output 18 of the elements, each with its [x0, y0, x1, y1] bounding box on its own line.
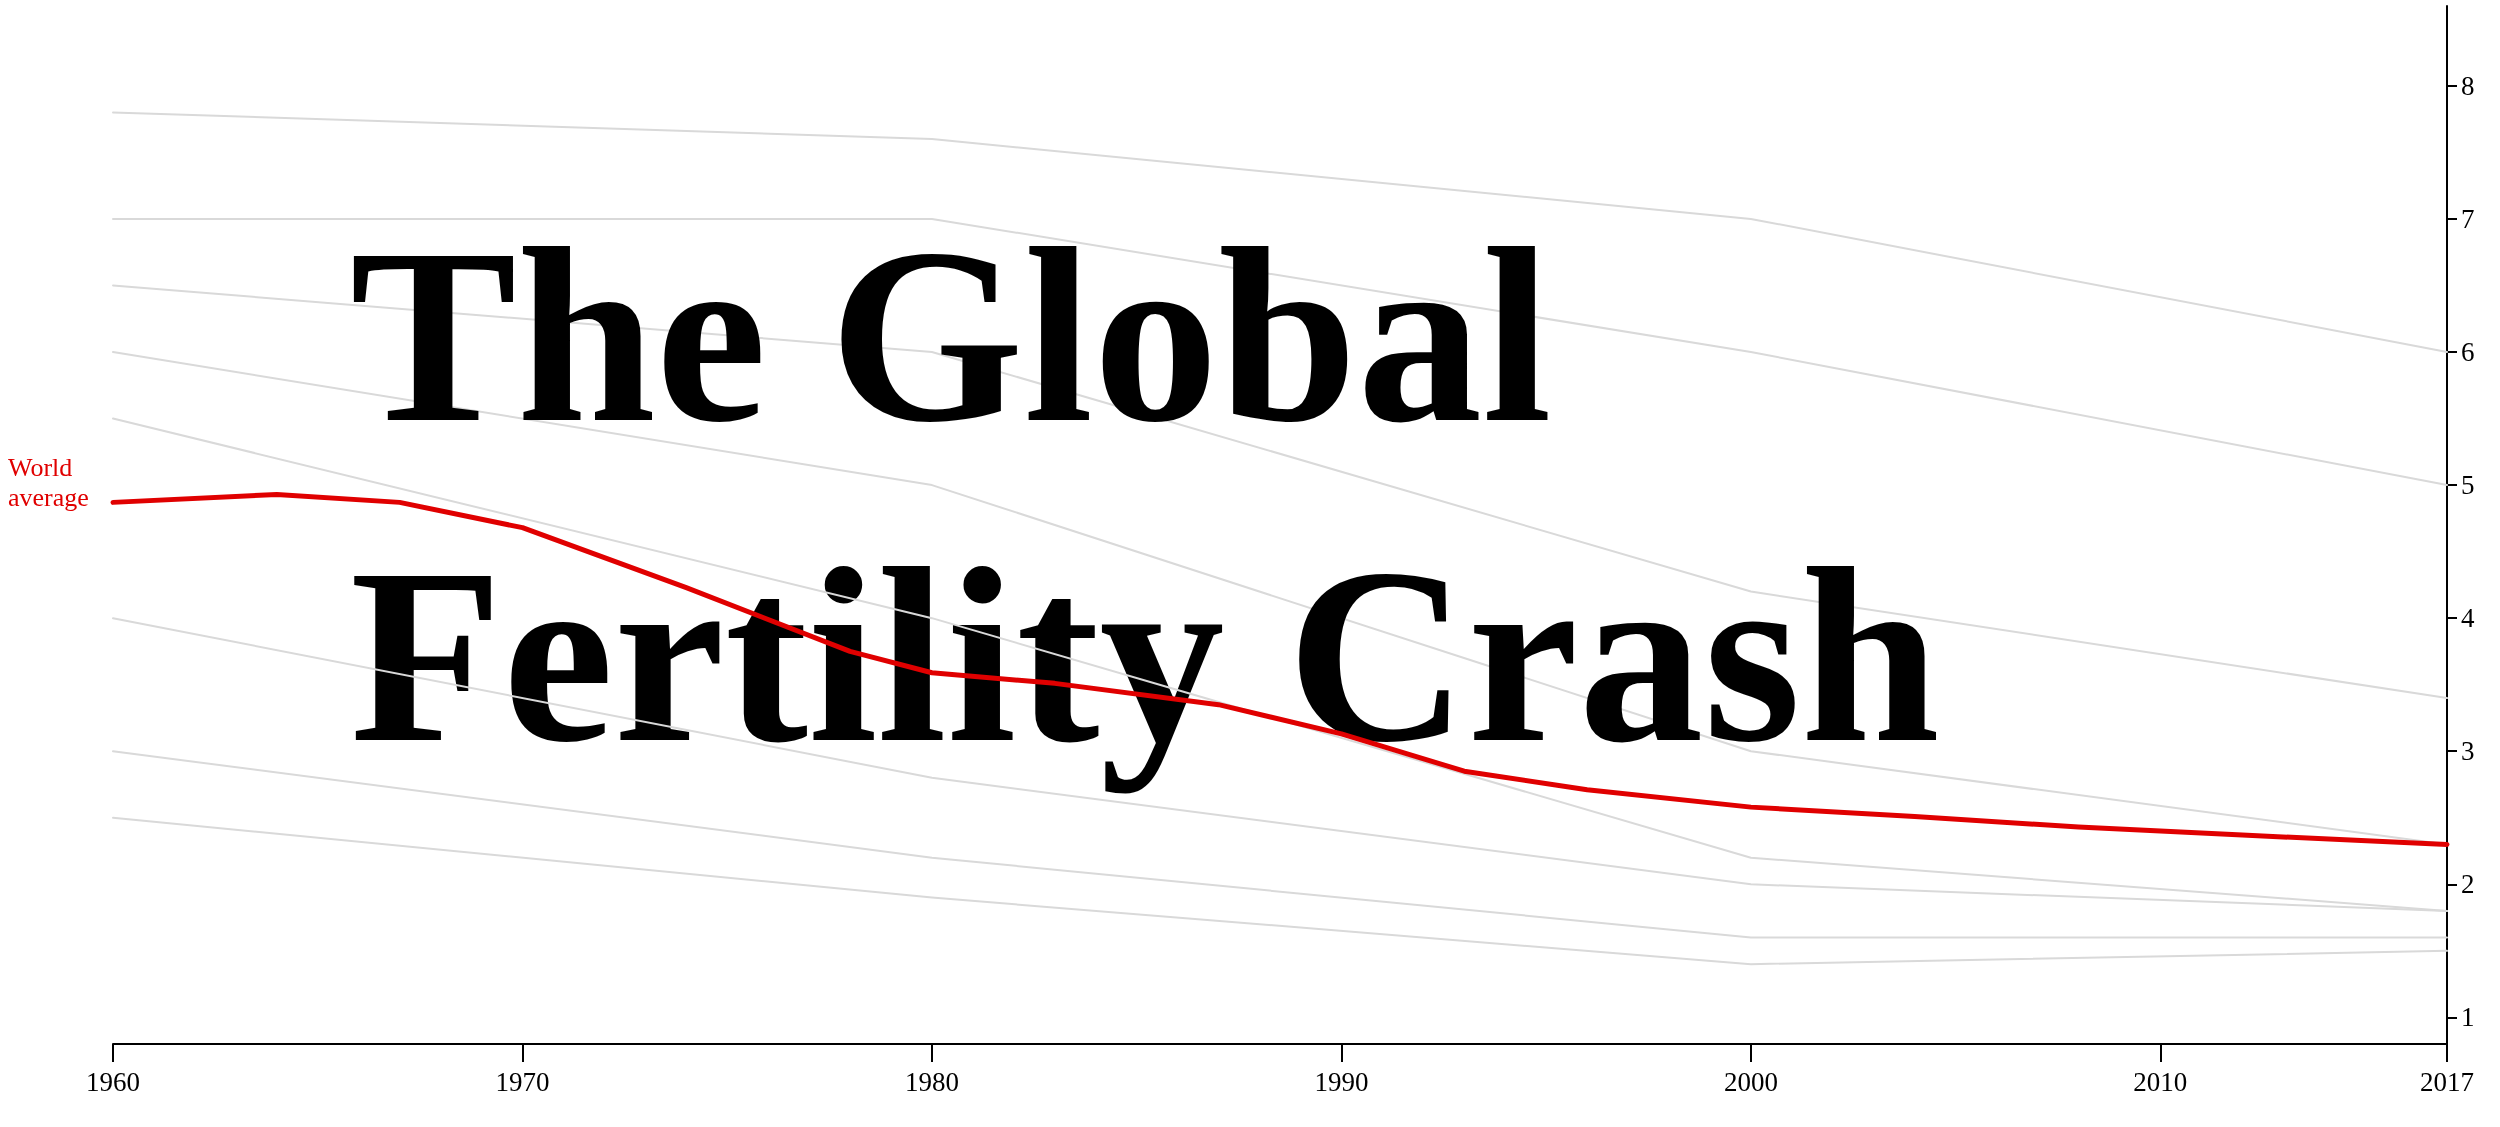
x-tick-label: 1990 — [1314, 1066, 1369, 1097]
y-tick-label: 5 — [2461, 470, 2475, 501]
x-tick-label: 1970 — [495, 1066, 550, 1097]
y-tick-label: 7 — [2461, 203, 2475, 234]
x-tick-label: 1960 — [86, 1066, 140, 1097]
x-tick-label: 2010 — [2133, 1066, 2188, 1097]
y-tick-label: 1 — [2461, 1002, 2475, 1033]
x-tick-label: 2000 — [1723, 1066, 1778, 1097]
annotation: World average — [8, 452, 89, 512]
text: The Global Fertility Crash — [350, 196, 1940, 794]
y-tick-label: 6 — [2461, 337, 2475, 367]
y-tick-label: 4 — [2461, 603, 2475, 634]
line-series — [112, 816, 2448, 966]
y-tick-label: 2 — [2461, 869, 2475, 900]
y-tick-label: 8 — [2461, 70, 2475, 101]
x-tick-label: 1980 — [904, 1066, 959, 1097]
x-tick-label: 2017 — [2420, 1066, 2474, 1097]
y-tick-label: 3 — [2461, 736, 2475, 767]
